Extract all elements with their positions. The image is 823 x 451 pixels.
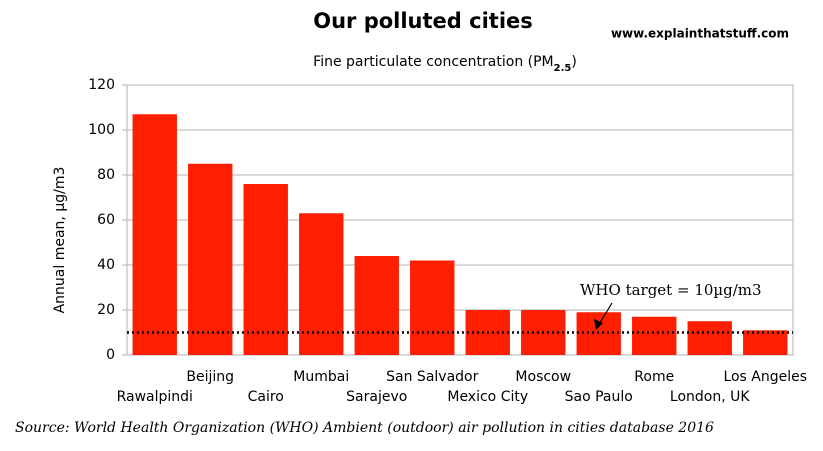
bar — [354, 256, 399, 355]
arrow-head — [594, 319, 603, 330]
x-tick-label: Los Angeles — [723, 369, 807, 385]
y-tick-label: 120 — [88, 77, 115, 93]
y-tick-label: 100 — [88, 122, 115, 138]
plot-frame — [126, 84, 794, 356]
chart-title: Our polluted cities — [313, 9, 533, 33]
x-tick-label: Rawalpindi — [117, 389, 193, 405]
bar — [299, 213, 344, 355]
x-tick-label: London, UK — [670, 389, 750, 405]
x-tick-label: Rome — [634, 369, 674, 385]
chart-subtitle: Fine particulate concentration (PM2.5) — [313, 54, 577, 74]
bar — [743, 330, 788, 355]
x-tick-label: Cairo — [248, 389, 284, 405]
x-tick-label: Sarajevo — [346, 389, 407, 405]
y-tick-label: 80 — [97, 167, 115, 183]
source: Source: World Health Organization (WHO) … — [15, 420, 714, 436]
y-tick-label: 20 — [97, 302, 115, 318]
y-tick-label: 0 — [106, 347, 115, 363]
x-tick-label: Moscow — [515, 369, 571, 385]
bar — [188, 163, 233, 355]
reference-label: WHO target = 10µg/m3 — [580, 281, 762, 299]
subtitle-part: ) — [571, 54, 576, 70]
bar — [243, 184, 288, 355]
x-tick-label: Mumbai — [293, 369, 349, 385]
y-tick-label: 60 — [97, 212, 115, 228]
x-tick-label: Mexico City — [447, 389, 528, 405]
bar — [410, 260, 455, 355]
y-tick-label: 40 — [97, 257, 115, 273]
bar — [132, 114, 177, 355]
bar — [687, 321, 732, 355]
website: www.explainthatstuff.com — [611, 27, 789, 41]
bar — [632, 316, 677, 355]
subtitle-part: Fine particulate concentration (PM — [313, 54, 553, 70]
x-tick-label: Sao Paulo — [565, 389, 633, 405]
y-axis-label: Annual mean, µg/m3 — [52, 167, 68, 314]
x-tick-label: San Salvador — [386, 369, 478, 385]
subtitle-part: 2.5 — [554, 63, 572, 74]
x-tick-label: Beijing — [186, 369, 234, 385]
